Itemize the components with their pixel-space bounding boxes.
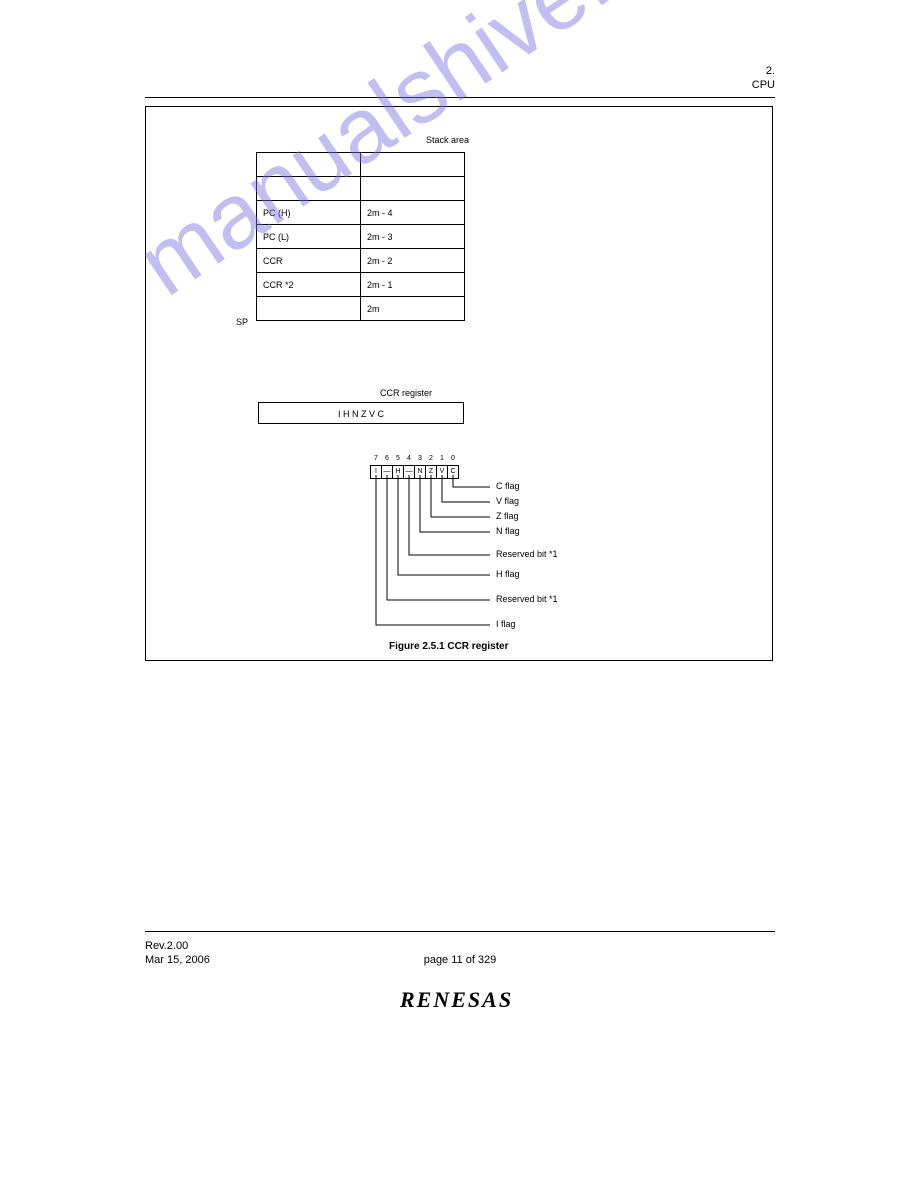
bit-index: 6 bbox=[382, 452, 393, 465]
table-row bbox=[257, 153, 465, 177]
leader-lines bbox=[370, 475, 500, 645]
ccr-caption: CCR register bbox=[380, 388, 432, 398]
bit-index: 7 bbox=[371, 452, 382, 465]
bit-index: 5 bbox=[393, 452, 404, 465]
renesas-logo: RENESAS bbox=[400, 987, 513, 1013]
table-row: PC (H)2m - 4 bbox=[257, 201, 465, 225]
stack-table: PC (H)2m - 4 PC (L)2m - 3 CCR2m - 2 CCR … bbox=[256, 152, 465, 321]
bit-label: N flag bbox=[496, 526, 520, 536]
stack-cell: PC (L) bbox=[257, 225, 361, 249]
footer-divider bbox=[145, 931, 775, 932]
figure-caption: Figure 2.5.1 CCR register bbox=[389, 641, 508, 652]
stack-cell: PC (H) bbox=[257, 201, 361, 225]
footer-page: page 11 of 329 bbox=[400, 954, 520, 966]
stack-caption: Stack area bbox=[426, 135, 469, 145]
bit-index: 0 bbox=[448, 452, 459, 465]
figure-frame: Stack area PC (H)2m - 4 PC (L)2m - 3 CCR… bbox=[145, 106, 773, 661]
bit-index: 2 bbox=[426, 452, 437, 465]
stack-cell: CCR bbox=[257, 249, 361, 273]
stack-cell: CCR *2 bbox=[257, 273, 361, 297]
stack-cell bbox=[361, 153, 465, 177]
stack-cell bbox=[257, 177, 361, 201]
stack-cell: 2m bbox=[361, 297, 465, 321]
bit-label: H flag bbox=[496, 569, 520, 579]
bit-index: 1 bbox=[437, 452, 448, 465]
bit-label: I flag bbox=[496, 619, 516, 629]
bit-label: C flag bbox=[496, 481, 520, 491]
stack-cell bbox=[257, 297, 361, 321]
section-number: 2. bbox=[145, 65, 775, 77]
stack-cell: 2m - 1 bbox=[361, 273, 465, 297]
stack-cell: 2m - 3 bbox=[361, 225, 465, 249]
stack-cell bbox=[257, 153, 361, 177]
stack-cell: 2m - 2 bbox=[361, 249, 465, 273]
table-row: CCR *22m - 1 bbox=[257, 273, 465, 297]
table-row: PC (L)2m - 3 bbox=[257, 225, 465, 249]
bit-label: Reserved bit *1 bbox=[496, 549, 558, 559]
footer-revision: Rev.2.00 bbox=[145, 940, 188, 952]
stack-cell bbox=[361, 177, 465, 201]
stack-cell: 2m - 4 bbox=[361, 201, 465, 225]
table-row: CCR2m - 2 bbox=[257, 249, 465, 273]
bit-label: Z flag bbox=[496, 511, 519, 521]
ccr-register-box: I H N Z V C bbox=[258, 402, 464, 424]
bit-index: 4 bbox=[404, 452, 415, 465]
footer-date: Mar 15, 2006 bbox=[145, 954, 210, 966]
sp-label: SP bbox=[236, 317, 248, 327]
table-row: 2m bbox=[257, 297, 465, 321]
bit-label: Reserved bit *1 bbox=[496, 594, 558, 604]
bit-index: 3 bbox=[415, 452, 426, 465]
bit-label: V flag bbox=[496, 496, 519, 506]
header-divider bbox=[145, 97, 775, 98]
section-title: CPU bbox=[145, 79, 775, 91]
table-row bbox=[257, 177, 465, 201]
